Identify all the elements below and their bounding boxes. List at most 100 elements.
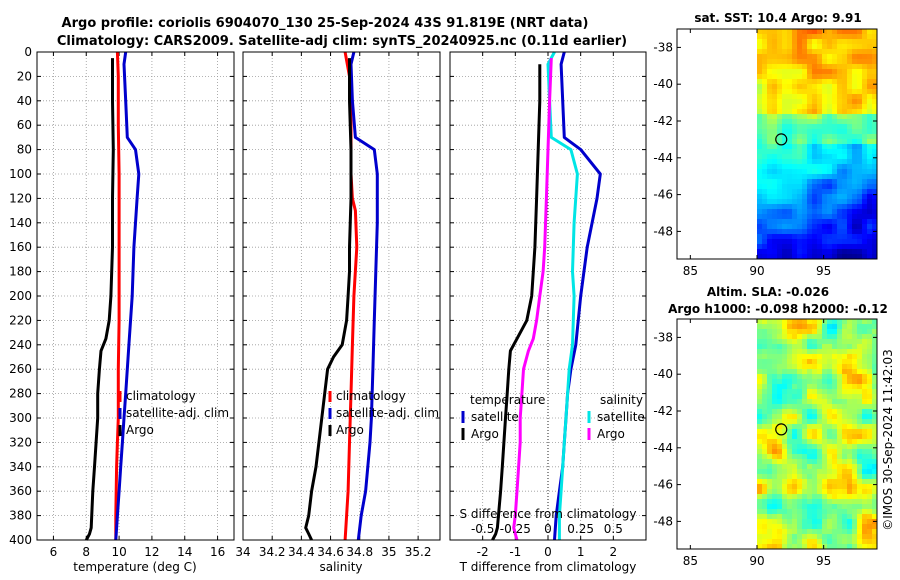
heatmap-cell — [872, 529, 878, 535]
heatmap-cell — [867, 169, 873, 175]
heatmap-cell — [797, 419, 803, 425]
heatmap-cell — [782, 514, 788, 520]
heatmap-cell — [757, 169, 763, 175]
heatmap-cell — [872, 389, 878, 395]
heatmap-cell — [757, 104, 763, 110]
heatmap-cell — [832, 459, 838, 465]
heatmap-cell — [817, 394, 823, 400]
heatmap-cell — [792, 494, 798, 500]
heatmap-cell — [852, 489, 858, 495]
heatmap-cell — [762, 504, 768, 510]
series-salinity-satellite — [546, 51, 579, 540]
heatmap-cell — [842, 379, 848, 385]
heatmap-cell — [797, 524, 803, 530]
heatmap-cell — [842, 459, 848, 465]
heatmap-cell — [812, 519, 818, 525]
sst_map-frame — [676, 28, 878, 260]
heatmap-cell — [787, 39, 793, 45]
heatmap-cell — [822, 514, 828, 520]
heatmap-cell — [757, 379, 763, 385]
heatmap-cell — [772, 354, 778, 360]
heatmap-cell — [847, 509, 853, 515]
heatmap-cell — [817, 374, 823, 380]
heatmap-cell — [847, 164, 853, 170]
heatmap-cell — [772, 404, 778, 410]
heatmap-cell — [762, 354, 768, 360]
heatmap-cell — [842, 449, 848, 455]
heatmap-cell — [867, 119, 873, 125]
heatmap-cell — [857, 494, 863, 500]
heatmap-cell — [767, 529, 773, 535]
heatmap-cell — [772, 459, 778, 465]
heatmap-cell — [852, 84, 858, 90]
heatmap-cell — [767, 189, 773, 195]
heatmap-cell — [807, 154, 813, 160]
heatmap-cell — [837, 59, 843, 65]
heatmap-cell — [837, 249, 843, 255]
heatmap-cell — [757, 54, 763, 60]
heatmap-cell — [807, 84, 813, 90]
heatmap-cell — [837, 474, 843, 480]
heatmap-cell — [862, 84, 868, 90]
heatmap-cell — [777, 64, 783, 70]
heatmap-cell — [862, 329, 868, 335]
heatmap-cell — [857, 194, 863, 200]
heatmap-cell — [757, 164, 763, 170]
heatmap-cell — [852, 139, 858, 145]
heatmap-cell — [772, 444, 778, 450]
heatmap-cell — [767, 164, 773, 170]
heatmap-cell — [837, 234, 843, 240]
heatmap-cell — [862, 184, 868, 190]
heatmap-cell — [827, 544, 833, 550]
heatmap-cell — [832, 519, 838, 525]
heatmap-cell — [867, 524, 873, 530]
heatmap-cell — [797, 374, 803, 380]
heatmap-cell — [772, 509, 778, 515]
heatmap-cell — [862, 64, 868, 70]
heatmap-cell — [832, 229, 838, 235]
heatmap-cell — [772, 114, 778, 120]
heatmap-cell — [867, 374, 873, 380]
heatmap-cell — [787, 324, 793, 330]
heatmap-cell — [867, 114, 873, 120]
heatmap-cell — [852, 129, 858, 135]
heatmap-cell — [847, 474, 853, 480]
heatmap-cell — [852, 409, 858, 415]
heatmap-cell — [857, 209, 863, 215]
depth-tick-label: 300 — [9, 411, 32, 425]
heatmap-cell — [787, 119, 793, 125]
heatmap-cell — [812, 369, 818, 375]
heatmap-cell — [767, 39, 773, 45]
heatmap-cell — [772, 514, 778, 520]
heatmap-cell — [817, 189, 823, 195]
heatmap-cell — [847, 444, 853, 450]
heatmap-cell — [782, 169, 788, 175]
heatmap-cell — [852, 114, 858, 120]
heatmap-cell — [797, 494, 803, 500]
heatmap-cell — [847, 329, 853, 335]
heatmap-cell — [757, 424, 763, 430]
heatmap-cell — [762, 534, 768, 540]
heatmap-cell — [797, 504, 803, 510]
heatmap-cell — [862, 124, 868, 130]
heatmap-cell — [772, 479, 778, 485]
heatmap-cell — [872, 159, 878, 165]
heatmap-cell — [862, 439, 868, 445]
heatmap-cell — [842, 474, 848, 480]
heatmap-cell — [822, 29, 828, 35]
heatmap-cell — [767, 514, 773, 520]
heatmap-cell — [757, 329, 763, 335]
heatmap-cell — [767, 494, 773, 500]
heatmap-cell — [767, 429, 773, 435]
heatmap-cell — [787, 84, 793, 90]
heatmap-cell — [817, 149, 823, 155]
heatmap-cell — [852, 469, 858, 475]
salinity-axes-frame — [242, 51, 441, 541]
heatmap-cell — [777, 429, 783, 435]
heatmap-cell — [857, 159, 863, 165]
heatmap-cell — [862, 179, 868, 185]
heatmap-cell — [857, 509, 863, 515]
heatmap-cell — [782, 474, 788, 480]
depth-tick-label: 240 — [9, 338, 32, 352]
heatmap-cell — [852, 374, 858, 380]
